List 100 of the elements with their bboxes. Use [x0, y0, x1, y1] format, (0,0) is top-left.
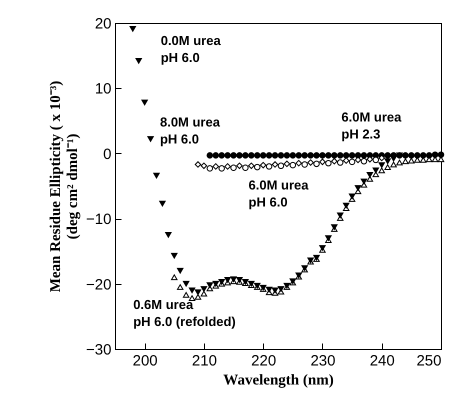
point — [224, 163, 231, 170]
point — [194, 294, 202, 300]
point — [224, 277, 231, 283]
point — [130, 26, 136, 32]
point — [171, 252, 178, 259]
point — [248, 152, 255, 159]
point — [360, 178, 368, 184]
point — [260, 162, 266, 168]
point — [200, 162, 208, 170]
point — [331, 158, 338, 164]
y-tick-label: −20 — [86, 276, 112, 294]
point — [366, 156, 374, 163]
point — [182, 292, 190, 298]
point — [165, 232, 172, 238]
point — [390, 162, 397, 168]
point — [325, 152, 332, 159]
point — [147, 136, 154, 142]
point — [266, 152, 272, 159]
point — [378, 167, 385, 174]
annotation: 6.0M urea pH 6.0 — [248, 178, 310, 210]
point — [319, 158, 326, 166]
point — [432, 151, 438, 158]
point — [206, 152, 214, 159]
point — [188, 295, 196, 302]
point — [141, 100, 148, 106]
point — [348, 194, 356, 200]
annotation: 0.6M urea pH 6.0 (refolded) — [133, 297, 236, 330]
point — [296, 152, 302, 159]
point — [348, 152, 356, 159]
point — [212, 163, 220, 170]
point — [278, 152, 284, 159]
point — [284, 160, 290, 168]
point — [408, 152, 415, 159]
point — [366, 172, 374, 178]
point — [307, 159, 314, 166]
point — [272, 287, 278, 294]
point — [290, 152, 296, 159]
point — [420, 152, 426, 159]
point — [336, 159, 344, 166]
point — [384, 164, 391, 170]
annotation: 6.0M urea pH 2.3 — [341, 109, 402, 142]
point — [272, 152, 278, 159]
point — [135, 58, 142, 64]
point — [182, 280, 190, 287]
point — [414, 157, 421, 163]
point — [296, 160, 302, 166]
point — [266, 163, 272, 170]
point — [313, 160, 320, 168]
annotation: 8.0M urea pH 6.0 — [160, 114, 221, 146]
point — [325, 160, 332, 166]
point — [171, 274, 178, 280]
point — [390, 156, 397, 162]
point — [402, 158, 409, 164]
x-tick-label: 230 — [310, 352, 336, 370]
point — [278, 286, 284, 292]
point — [242, 164, 249, 171]
point — [176, 284, 184, 290]
point — [153, 172, 160, 178]
point — [354, 185, 362, 191]
y-tick-label: 0 — [103, 146, 112, 163]
point — [224, 152, 231, 159]
point — [260, 152, 266, 159]
x-tick-label: 210 — [192, 352, 217, 370]
point — [307, 152, 314, 159]
x-tick-label: 250 — [416, 352, 442, 370]
point — [236, 152, 243, 159]
point — [384, 158, 391, 164]
point — [284, 152, 290, 159]
y-tick-label: 10 — [94, 80, 112, 98]
point — [414, 152, 421, 159]
point — [194, 161, 202, 168]
point — [200, 290, 208, 296]
y-tick-label: −30 — [86, 342, 112, 358]
point — [336, 212, 344, 218]
point — [188, 287, 196, 294]
point — [212, 152, 220, 159]
point — [206, 282, 214, 288]
point — [236, 162, 243, 170]
point — [206, 165, 214, 172]
point — [384, 152, 391, 159]
annotation: 0.0M urea pH 6.0 — [160, 32, 222, 65]
point — [290, 162, 296, 168]
point — [218, 165, 225, 172]
point — [200, 286, 208, 292]
point — [331, 152, 338, 159]
y-tick-label: −10 — [86, 211, 112, 228]
point — [354, 156, 362, 164]
x-axis-title: Wavelength (nm) — [223, 372, 334, 388]
point — [402, 152, 409, 159]
point — [313, 152, 320, 159]
point — [360, 158, 368, 164]
point — [360, 152, 368, 159]
point — [254, 152, 260, 159]
point — [348, 158, 356, 166]
x-tick-label: 200 — [132, 352, 158, 370]
point — [336, 152, 344, 159]
point — [372, 156, 380, 164]
point — [438, 151, 444, 158]
point — [242, 152, 249, 159]
point — [159, 200, 166, 206]
